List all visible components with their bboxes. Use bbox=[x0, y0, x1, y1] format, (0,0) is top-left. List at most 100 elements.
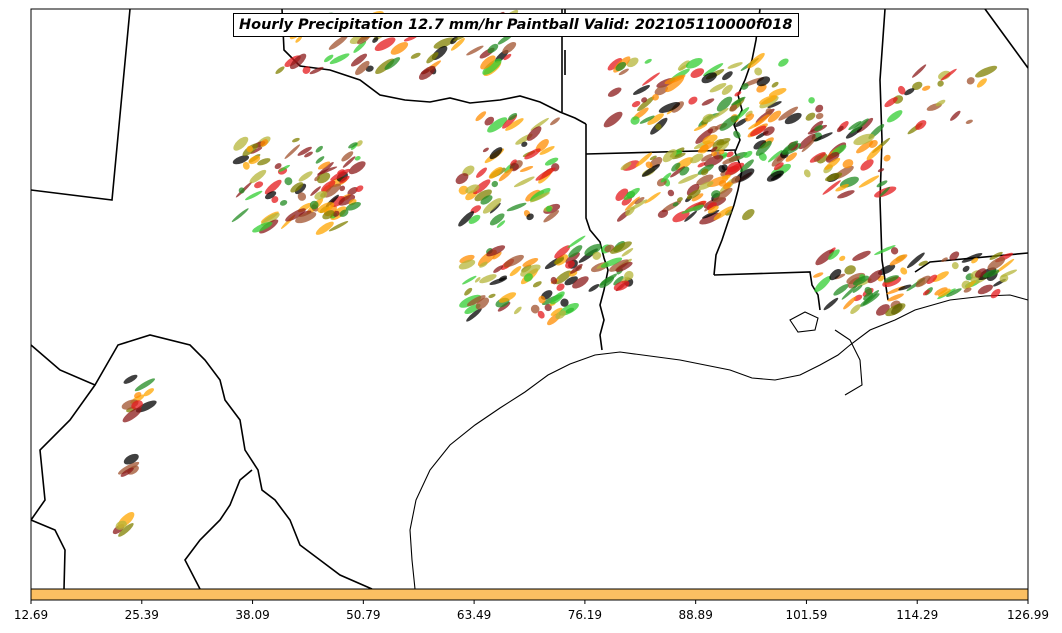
paintball-blob bbox=[502, 41, 517, 54]
paintball-blob bbox=[822, 180, 841, 195]
paintball-blob bbox=[615, 261, 633, 272]
paintball-blob bbox=[347, 186, 358, 196]
paintball-blob bbox=[521, 141, 528, 147]
paintball-blob bbox=[965, 119, 973, 124]
paintball-blob bbox=[339, 209, 349, 217]
paintball-blob bbox=[785, 152, 797, 162]
paintball-blob bbox=[505, 118, 524, 131]
paintball-blob bbox=[629, 199, 648, 211]
paintball-blob bbox=[475, 297, 490, 310]
paintball-blob bbox=[844, 265, 856, 275]
paintball-blob bbox=[722, 71, 733, 81]
paintball-blob bbox=[1000, 269, 1018, 278]
paintball-blob bbox=[719, 115, 738, 131]
paintball-blob bbox=[332, 210, 340, 217]
paintball-blob bbox=[951, 262, 959, 270]
paintball-blob bbox=[498, 292, 517, 303]
paintball-blob bbox=[695, 128, 714, 144]
paintball-blob bbox=[290, 182, 304, 193]
paintball-blob bbox=[890, 247, 899, 255]
paintball-blob bbox=[482, 58, 502, 75]
paintball-blob bbox=[678, 173, 699, 184]
paintball-blob bbox=[649, 155, 657, 161]
paintball-blob bbox=[753, 140, 767, 150]
paintball-blob bbox=[654, 85, 668, 96]
paintball-blob bbox=[503, 254, 524, 268]
paintball-blob bbox=[829, 268, 842, 281]
paintball-blob bbox=[850, 118, 869, 134]
paintball-blob bbox=[624, 196, 641, 211]
paintball-blob bbox=[482, 147, 489, 153]
paintball-blob bbox=[468, 214, 481, 224]
paintball-blob bbox=[348, 142, 358, 149]
paintball-blob bbox=[635, 152, 653, 167]
paintball-blob bbox=[813, 132, 833, 142]
paintball-blob bbox=[644, 58, 652, 64]
paintball-blob bbox=[703, 63, 724, 77]
paintball-blob bbox=[465, 184, 480, 194]
paintball-blob bbox=[338, 194, 356, 206]
paintball-blob bbox=[418, 65, 436, 80]
paintball-blob bbox=[295, 36, 303, 43]
paintball-blob bbox=[876, 180, 888, 188]
paintball-blob bbox=[317, 202, 335, 213]
paintball-blob bbox=[613, 276, 624, 286]
paintball-blob bbox=[120, 467, 134, 477]
paintball-blob bbox=[747, 52, 765, 69]
paintball-blob bbox=[600, 257, 623, 268]
paintball-blob bbox=[755, 140, 772, 156]
paintball-blob bbox=[488, 166, 503, 179]
paintball-blob bbox=[652, 94, 659, 101]
paintball-blob bbox=[935, 99, 946, 107]
paintball-blob bbox=[257, 158, 271, 166]
colorbar-tick-label: 50.79 bbox=[346, 608, 381, 622]
paintball-blob bbox=[503, 53, 512, 61]
paintball-blob bbox=[971, 257, 979, 264]
paintball-blob bbox=[568, 245, 583, 258]
paintball-blob bbox=[823, 297, 839, 311]
paintball-blob bbox=[474, 276, 481, 283]
paintball-blob bbox=[671, 162, 681, 172]
paintball-blob bbox=[570, 263, 583, 274]
paintball-blob bbox=[878, 264, 896, 276]
paintball-blob bbox=[523, 273, 533, 282]
paintball-blob bbox=[486, 245, 506, 257]
paintball-blob bbox=[641, 164, 660, 177]
paintball-blob bbox=[912, 81, 923, 91]
paintball-blob bbox=[322, 210, 335, 220]
paintball-blob bbox=[284, 177, 293, 186]
paintball-blob bbox=[662, 149, 677, 163]
paintball-blob bbox=[911, 64, 927, 78]
paintball-blob bbox=[884, 97, 898, 108]
paintball-blob bbox=[734, 118, 748, 127]
paintball-blob bbox=[354, 156, 361, 161]
paintball-blob bbox=[615, 188, 629, 201]
paintball-blob bbox=[684, 210, 697, 222]
paintball-blob bbox=[545, 205, 553, 212]
colorbar-tick-label: 76.19 bbox=[567, 608, 603, 622]
paintball-blob bbox=[885, 303, 906, 317]
paintball-blob bbox=[677, 60, 690, 71]
paintball-blob bbox=[355, 185, 364, 193]
paintball-blob bbox=[734, 91, 742, 97]
colorbar-tick-label: 88.89 bbox=[678, 608, 713, 622]
paintball-blob bbox=[745, 113, 755, 122]
paintball-blob bbox=[341, 151, 354, 162]
paintball-blob bbox=[961, 253, 983, 263]
paintball-blob bbox=[274, 163, 282, 170]
paintball-blob bbox=[696, 174, 714, 186]
paintball-blob bbox=[675, 157, 694, 171]
paintball-blob bbox=[773, 162, 784, 171]
paintball-blob bbox=[535, 167, 556, 181]
paintball-blob bbox=[624, 270, 634, 281]
paintball-blob bbox=[464, 287, 473, 296]
paintball-blob bbox=[115, 520, 127, 530]
paintball-blob bbox=[681, 204, 704, 214]
paintball-blob bbox=[658, 102, 681, 113]
paintball-blob bbox=[603, 111, 623, 128]
paintball-blob bbox=[710, 146, 718, 153]
paintball-blob bbox=[480, 195, 493, 205]
paintball-blob bbox=[498, 168, 513, 182]
paintball-blob bbox=[480, 55, 496, 70]
colorbar-tick-label: 126.99 bbox=[1007, 608, 1049, 622]
